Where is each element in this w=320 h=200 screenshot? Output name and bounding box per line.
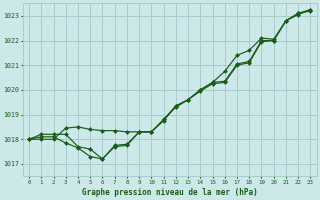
X-axis label: Graphe pression niveau de la mer (hPa): Graphe pression niveau de la mer (hPa) xyxy=(82,188,258,197)
